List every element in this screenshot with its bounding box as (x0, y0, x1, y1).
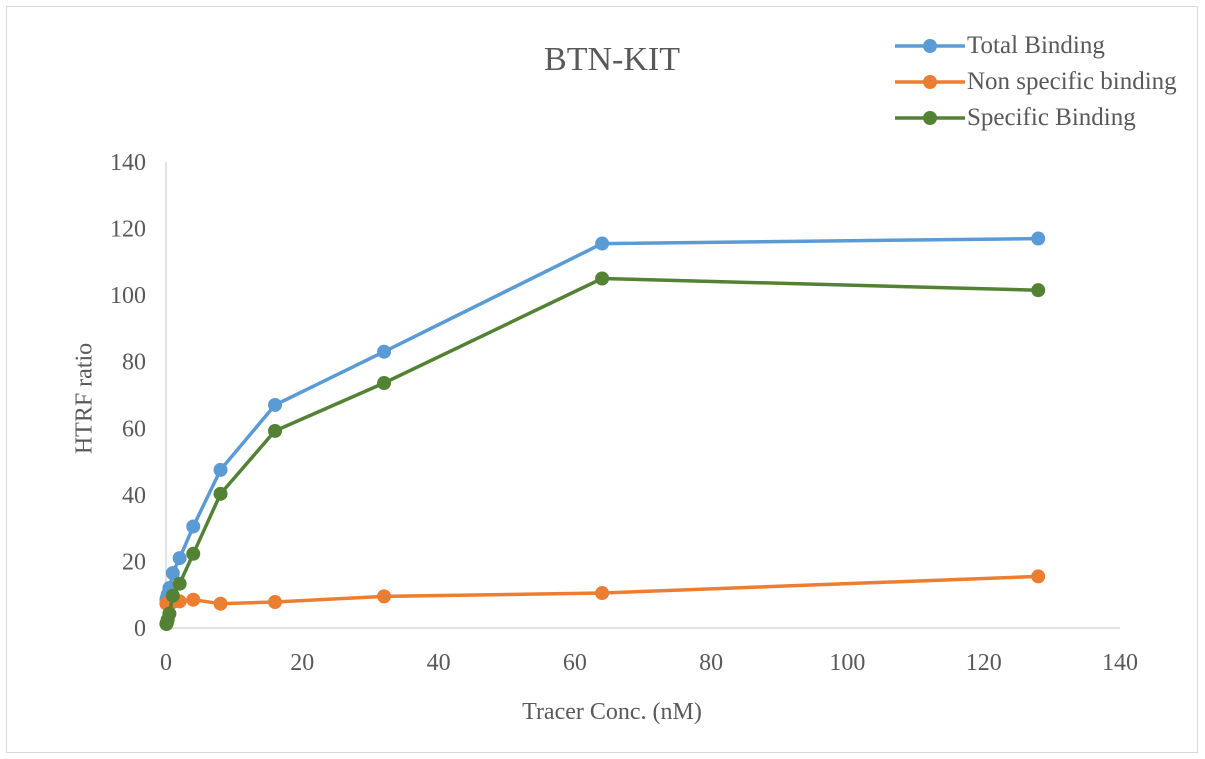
x-axis-title: Tracer Conc. (nM) (522, 699, 702, 725)
data-point (172, 576, 187, 591)
axes (165, 162, 1120, 629)
plot-svg: 0 20 40 60 80 100 120 140 0 20 40 60 80 100 120 140 (110, 150, 1138, 676)
x-tick-label: 80 (699, 650, 723, 676)
y-tick-label: 40 (122, 483, 146, 509)
data-point (268, 423, 283, 438)
data-point (1031, 569, 1046, 584)
legend-label: Specific Binding (967, 104, 1136, 131)
legend-label: Total Binding (967, 32, 1105, 59)
data-point (595, 586, 610, 601)
chart-title: BTN-KIT (544, 41, 680, 78)
legend-swatch-total (893, 36, 967, 56)
y-tick-label: 0 (134, 616, 146, 642)
series-line (164, 276, 1039, 625)
data-point (377, 344, 392, 359)
y-axis-title: HTRF ratio (71, 342, 98, 455)
chart-area: 0 20 40 60 80 100 120 140 0 20 40 60 80 100 120 140 BTN… (6, 6, 1198, 753)
data-point (268, 397, 283, 412)
legend-swatch-nonspecific (893, 72, 967, 92)
legend: Total Binding Non specific binding Speci… (893, 29, 1177, 137)
x-tick-label: 60 (563, 650, 587, 676)
legend-item-non-specific-binding: Non specific binding (893, 65, 1177, 99)
data-point (213, 462, 228, 477)
series-specific-binding (159, 271, 1046, 632)
data-point (595, 271, 610, 286)
series-non-specific-binding (159, 569, 1046, 611)
legend-label: Non specific binding (967, 68, 1177, 95)
x-tick-label: 0 (160, 650, 172, 676)
series-layer (159, 231, 1046, 632)
x-tick-label: 20 (290, 650, 314, 676)
data-point (213, 486, 228, 501)
tick-labels: 0 20 40 60 80 100 120 140 0 20 40 60 80 100 120 140 (110, 150, 1138, 676)
data-point (172, 551, 187, 566)
y-tick-label: 140 (110, 150, 146, 176)
x-tick-label: 140 (1102, 650, 1138, 676)
x-tick-label: 40 (427, 650, 451, 676)
data-point (165, 588, 180, 603)
x-tick-label: 100 (829, 650, 865, 676)
data-point (186, 546, 201, 561)
y-tick-label: 20 (122, 549, 146, 575)
series-line (164, 236, 1039, 601)
data-point (1031, 283, 1046, 298)
data-point (162, 606, 177, 621)
data-point (377, 589, 392, 604)
data-point (1031, 231, 1046, 246)
y-tick-label: 80 (122, 350, 146, 376)
data-point (186, 592, 201, 607)
legend-item-total-binding: Total Binding (893, 29, 1177, 63)
y-tick-label: 120 (110, 217, 146, 243)
legend-swatch-specific (893, 108, 967, 128)
legend-item-specific-binding: Specific Binding (893, 101, 1177, 135)
data-point (213, 596, 228, 611)
data-point (377, 376, 392, 391)
data-point (268, 595, 283, 610)
data-point (165, 566, 180, 581)
data-point (186, 519, 201, 534)
data-point (595, 236, 610, 251)
y-tick-label: 100 (110, 283, 146, 309)
y-tick-label: 60 (122, 416, 146, 442)
x-tick-label: 120 (966, 650, 1002, 676)
